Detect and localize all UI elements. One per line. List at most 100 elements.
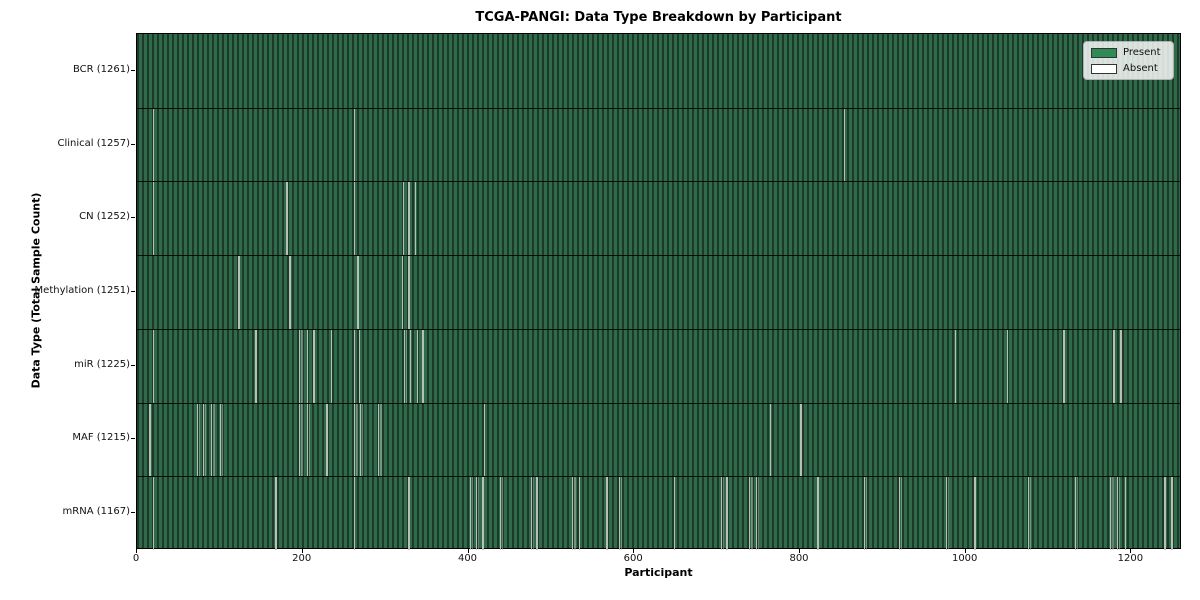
absent-stripe — [500, 477, 503, 550]
absent-stripe — [769, 403, 772, 477]
x-tick-mark — [799, 549, 800, 553]
absent-stripe — [353, 108, 356, 182]
absent-stripe — [289, 256, 291, 329]
x-axis-title: Participant — [624, 566, 693, 579]
y-tick-mark — [131, 143, 135, 145]
absent-stripe — [800, 403, 802, 477]
absent-stripe — [974, 477, 976, 550]
absent-stripe — [749, 477, 754, 550]
y-tick-mark — [131, 69, 135, 71]
plot-area — [136, 33, 1181, 550]
y-tick-mark — [131, 217, 135, 219]
absent-stripe — [536, 477, 539, 550]
absent-stripe — [353, 182, 356, 256]
absent-stripe — [203, 403, 207, 477]
row-divider — [137, 328, 1180, 330]
absent-stripe — [152, 108, 154, 182]
y-tick-mark — [131, 364, 135, 366]
x-tick-label: 800 — [789, 553, 809, 564]
absent-stripe — [219, 403, 223, 477]
absent-stripe — [844, 108, 846, 182]
y-tick-mark — [131, 291, 135, 292]
absent-stripe — [725, 477, 728, 550]
absent-stripe — [1124, 477, 1128, 550]
x-tick-mark — [136, 549, 137, 553]
x-tick-mark — [467, 549, 469, 553]
absent-stripe — [353, 477, 356, 550]
absent-stripe — [1120, 329, 1122, 403]
absent-stripe — [1117, 477, 1121, 550]
absent-stripe — [402, 182, 404, 256]
absent-stripe — [578, 477, 582, 550]
absent-stripe — [285, 182, 288, 256]
absent-stripe — [816, 477, 819, 550]
absent-stripe — [326, 403, 329, 477]
absent-stripe — [330, 329, 333, 403]
x-tick-mark — [301, 549, 303, 553]
absent-stripe — [1007, 329, 1009, 403]
x-tick-label: 400 — [457, 553, 478, 564]
absent-stripe — [408, 477, 410, 550]
row-divider — [137, 181, 1180, 183]
absent-stripe — [955, 329, 957, 403]
legend: Present Absent — [1083, 41, 1174, 80]
y-tick-label: CN (1252) — [79, 211, 130, 223]
absent-stripe — [476, 477, 479, 550]
absent-stripe — [152, 329, 154, 403]
row-divider — [137, 402, 1180, 404]
legend-item-absent: Absent — [1091, 63, 1166, 74]
absent-stripe — [1113, 329, 1115, 403]
absent-stripe — [673, 477, 676, 550]
absent-swatch-icon — [1091, 63, 1117, 74]
y-tick-label: Methylation (1251) — [34, 285, 130, 296]
absent-stripe — [755, 477, 759, 550]
absent-stripe — [898, 477, 903, 550]
absent-stripe — [1027, 477, 1032, 550]
y-tick-mark — [131, 438, 135, 440]
absent-stripe — [353, 329, 356, 403]
absent-stripe — [360, 403, 363, 477]
row-divider — [137, 107, 1180, 109]
absent-stripe — [1074, 477, 1079, 550]
absent-stripe — [306, 403, 310, 477]
absent-stripe — [152, 182, 154, 256]
absent-stripe — [299, 403, 305, 477]
x-tick-mark — [964, 549, 966, 553]
x-tick-label: 200 — [292, 553, 312, 564]
absent-stripe — [401, 256, 404, 329]
present-swatch-icon — [1091, 47, 1117, 58]
x-tick-label: 1200 — [1117, 553, 1144, 564]
absent-stripe — [1063, 329, 1065, 403]
absent-stripe — [404, 329, 408, 403]
y-tick-label: Clinical (1257) — [57, 137, 131, 149]
absent-stripe — [1164, 477, 1166, 550]
chart-title: TCGA-PANGI: Data Type Breakdown by Parti… — [475, 10, 842, 25]
absent-stripe — [469, 477, 473, 550]
row-divider — [137, 476, 1180, 478]
y-tick-label: MAF (1215) — [72, 432, 130, 444]
absent-stripe — [422, 329, 425, 403]
absent-stripe — [358, 329, 360, 403]
absent-stripe — [313, 329, 315, 403]
y-tick-mark — [131, 512, 135, 514]
absent-stripe — [605, 477, 608, 550]
y-tick-label: miR (1225) — [74, 358, 130, 370]
absent-stripe — [211, 403, 216, 477]
absent-stripe — [408, 182, 410, 256]
absent-stripe — [572, 477, 577, 550]
y-tick-label: BCR (1261) — [72, 63, 130, 75]
absent-stripe — [152, 477, 154, 550]
absent-stripe — [1170, 477, 1173, 550]
absent-stripe — [864, 477, 867, 550]
absent-stripe — [237, 256, 240, 329]
absent-stripe — [1109, 477, 1114, 550]
absent-stripe — [306, 329, 310, 403]
absent-stripe — [255, 329, 257, 403]
absent-stripe — [530, 477, 534, 550]
absent-stripe — [416, 329, 420, 403]
y-tick-label: mRNA (1167) — [62, 506, 130, 518]
absent-stripe — [414, 182, 417, 256]
absent-stripe — [377, 403, 382, 477]
absent-stripe — [357, 256, 359, 329]
